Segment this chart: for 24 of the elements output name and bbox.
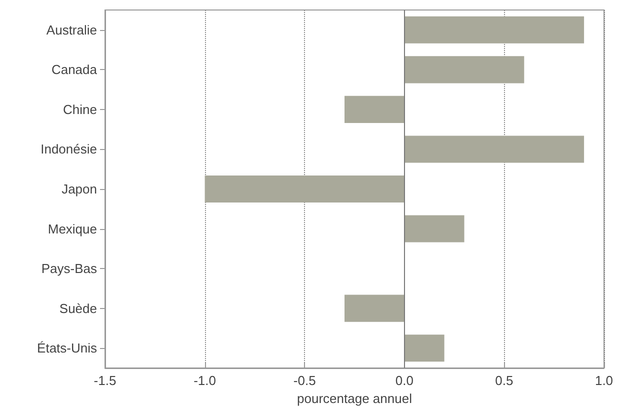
- y-tick-label: Australie: [46, 22, 97, 38]
- x-tick-label: -0.5: [293, 373, 316, 388]
- bar: [404, 56, 524, 84]
- bar: [404, 215, 464, 242]
- x-axis-title: pourcentage annuel: [297, 390, 412, 406]
- bar: [344, 96, 404, 123]
- x-tick-label: 1.0: [594, 373, 614, 388]
- y-tick-label: Canada: [51, 62, 98, 78]
- y-tick-label: Suède: [59, 300, 97, 316]
- y-tick-label: Chine: [63, 102, 97, 117]
- bar: [404, 334, 444, 362]
- bar: [404, 16, 584, 44]
- bar: [404, 136, 584, 163]
- x-tick-label: -1.0: [194, 373, 216, 388]
- y-tick-label: Mexique: [48, 221, 97, 236]
- x-tick-label: -1.5: [94, 373, 116, 388]
- bar: [344, 294, 404, 322]
- y-tick-label: Indonésie: [40, 142, 97, 157]
- y-tick-label: Pays-Bas: [41, 261, 98, 276]
- bar: [204, 175, 404, 203]
- x-tick-label: 0.5: [495, 373, 514, 388]
- y-tick-label: Japon: [62, 182, 97, 196]
- x-tick-label: 0.0: [395, 373, 414, 388]
- y-tick-label: États-Unis: [37, 340, 98, 356]
